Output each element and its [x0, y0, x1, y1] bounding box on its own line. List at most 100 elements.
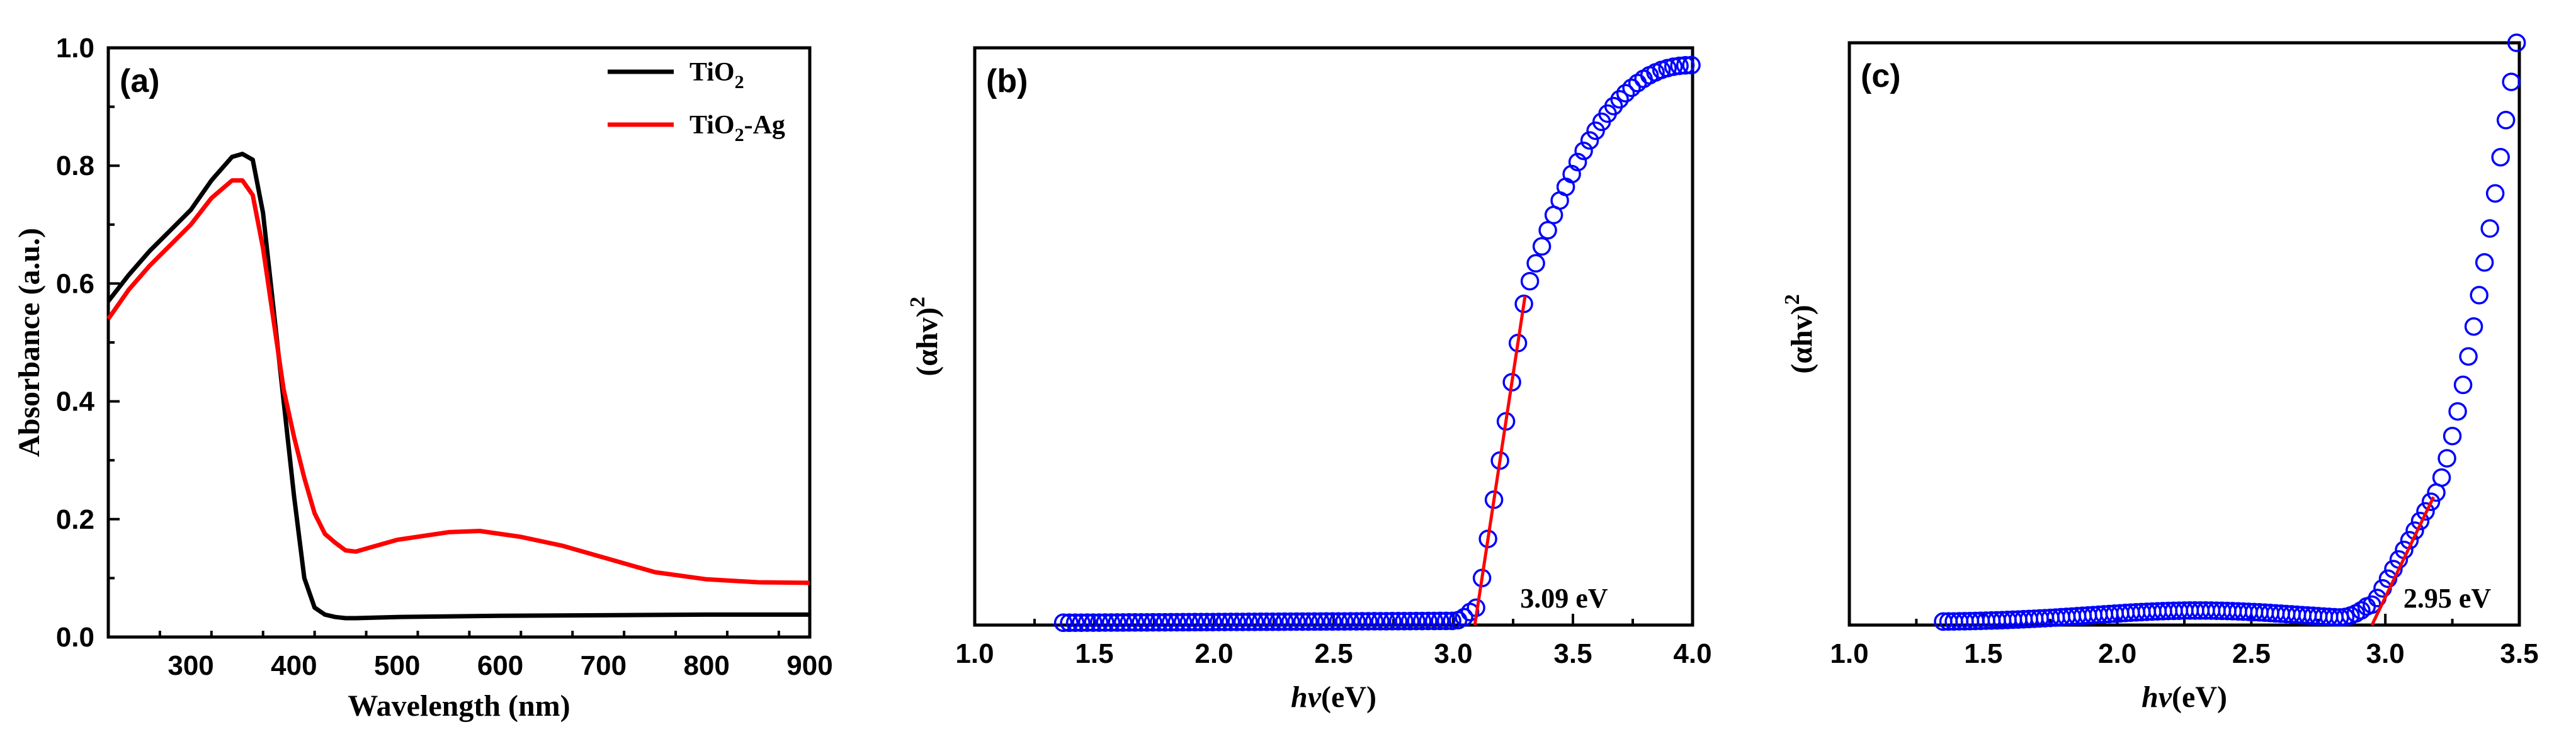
x-tick-label: 700	[581, 650, 627, 681]
data-point	[1580, 131, 1599, 150]
data-point	[1616, 84, 1635, 103]
data-point	[1353, 612, 1372, 631]
series-line-tio2	[106, 152, 810, 621]
x-tick-label: 1.5	[1075, 638, 1113, 669]
data-point	[1209, 612, 1228, 631]
x-tick-label: 2.0	[2098, 638, 2136, 669]
x-tick-label: 900	[786, 650, 832, 681]
data-point	[2410, 511, 2430, 531]
data-point	[1574, 141, 1593, 161]
bandgap-annotation: 2.95 eV	[2403, 583, 2492, 614]
data-point	[1060, 613, 1079, 633]
data-point	[1173, 612, 1193, 632]
data-point	[1538, 221, 1557, 240]
data-point	[1359, 612, 1378, 631]
data-point	[1084, 613, 1103, 632]
data-point	[2432, 468, 2451, 487]
y-tick-label: 0.0	[56, 622, 94, 653]
panel-a: 300 400 500 600 700 800 900 0.0 0.2 0.4 0.6 0.8 1.0 (…	[13, 33, 833, 723]
data-point	[1125, 613, 1145, 632]
data-point	[1132, 612, 1150, 632]
x-axis-title: hv(eV)	[1291, 680, 1376, 714]
x-tick-label: 500	[374, 650, 420, 681]
data-point	[2352, 601, 2371, 620]
data-point	[1436, 611, 1456, 631]
data-point	[1203, 612, 1222, 631]
x-tick-label: 400	[271, 650, 317, 681]
x-tick-label: 4.0	[1673, 638, 1711, 669]
data-point	[1233, 612, 1252, 631]
panel-label: (b)	[986, 63, 1028, 99]
x-tick-label: 1.0	[955, 638, 994, 669]
data-point	[2485, 184, 2505, 203]
data-point	[1101, 613, 1121, 632]
data-point	[1120, 613, 1138, 632]
x-tick-label: 2.5	[1314, 638, 1353, 669]
data-point	[2507, 33, 2526, 52]
legend-entry: TiO2	[689, 58, 744, 93]
data-point	[1161, 612, 1181, 632]
data-point	[1191, 612, 1210, 632]
x-tick-label: 800	[683, 650, 729, 681]
data-point	[1365, 612, 1384, 631]
data-point	[1443, 611, 1461, 631]
data-point	[2464, 317, 2483, 336]
data-point	[1215, 612, 1234, 631]
data-point	[2421, 492, 2441, 511]
data-point	[1239, 612, 1258, 631]
bandgap-annotation: 3.09 eV	[1520, 583, 1608, 614]
x-tick-label: 2.5	[2232, 638, 2271, 669]
data-point	[1287, 612, 1306, 631]
data-point	[1371, 612, 1390, 631]
data-point	[1347, 612, 1366, 631]
y-tick-label: 1.0	[56, 33, 94, 64]
data-point	[2502, 72, 2521, 91]
x-axis-title: Wavelength (nm)	[348, 689, 570, 723]
data-point	[1424, 611, 1444, 631]
legend-entry: TiO2-Ag	[689, 111, 785, 145]
data-point	[1185, 612, 1205, 632]
data-point	[1143, 612, 1162, 632]
y-axis-title: (αhv)2	[1781, 294, 1819, 373]
data-point	[1455, 607, 1473, 627]
data-point	[2453, 375, 2473, 395]
x-axis-title: hv(eV)	[2142, 680, 2227, 714]
panel-c: 1.0 1.5 2.0 2.5 3.0 3.5 (c) 2.95 eV hv(eV) (αhv)2	[1781, 33, 2539, 714]
data-point	[1072, 613, 1091, 632]
data-points	[1934, 33, 2526, 631]
data-point	[1179, 612, 1198, 632]
data-point	[1676, 56, 1695, 75]
data-point	[2480, 219, 2499, 238]
data-point	[2491, 148, 2510, 167]
x-tick-label: 3.5	[2500, 638, 2538, 669]
data-point	[1610, 90, 1629, 109]
data-point	[1149, 612, 1169, 632]
data-point	[1323, 612, 1342, 631]
data-point	[1155, 612, 1174, 632]
x-tick-label: 1.0	[1830, 638, 1868, 669]
data-point	[1113, 613, 1133, 632]
data-point	[1281, 612, 1300, 631]
data-point	[1221, 612, 1240, 631]
data-point	[1089, 613, 1109, 632]
data-point	[1293, 612, 1312, 631]
data-point	[1670, 56, 1689, 76]
data-point	[1383, 612, 1402, 631]
x-tick-label: 3.0	[2366, 638, 2405, 669]
y-axis-title: (αhv)2	[906, 296, 944, 376]
panel-label: (a)	[120, 63, 160, 99]
data-point	[1077, 613, 1097, 632]
y-tick-label: 0.8	[56, 150, 94, 181]
x-tick-label: 2.0	[1194, 638, 1233, 669]
data-point	[2448, 402, 2467, 421]
x-tick-label: 1.5	[1964, 638, 2002, 669]
data-point	[1197, 612, 1217, 631]
y-tick-label: 0.6	[56, 268, 94, 299]
data-point	[1407, 611, 1426, 631]
panel-b: 1.0 1.5 2.0 2.5 3.0 3.5 4.0 (b) 3.09 eV hv(eV) (αh…	[906, 46, 1712, 714]
data-points	[1053, 55, 1701, 633]
data-point	[1245, 612, 1264, 631]
x-tick-label: 3.0	[1434, 638, 1472, 669]
data-point	[2437, 449, 2456, 468]
